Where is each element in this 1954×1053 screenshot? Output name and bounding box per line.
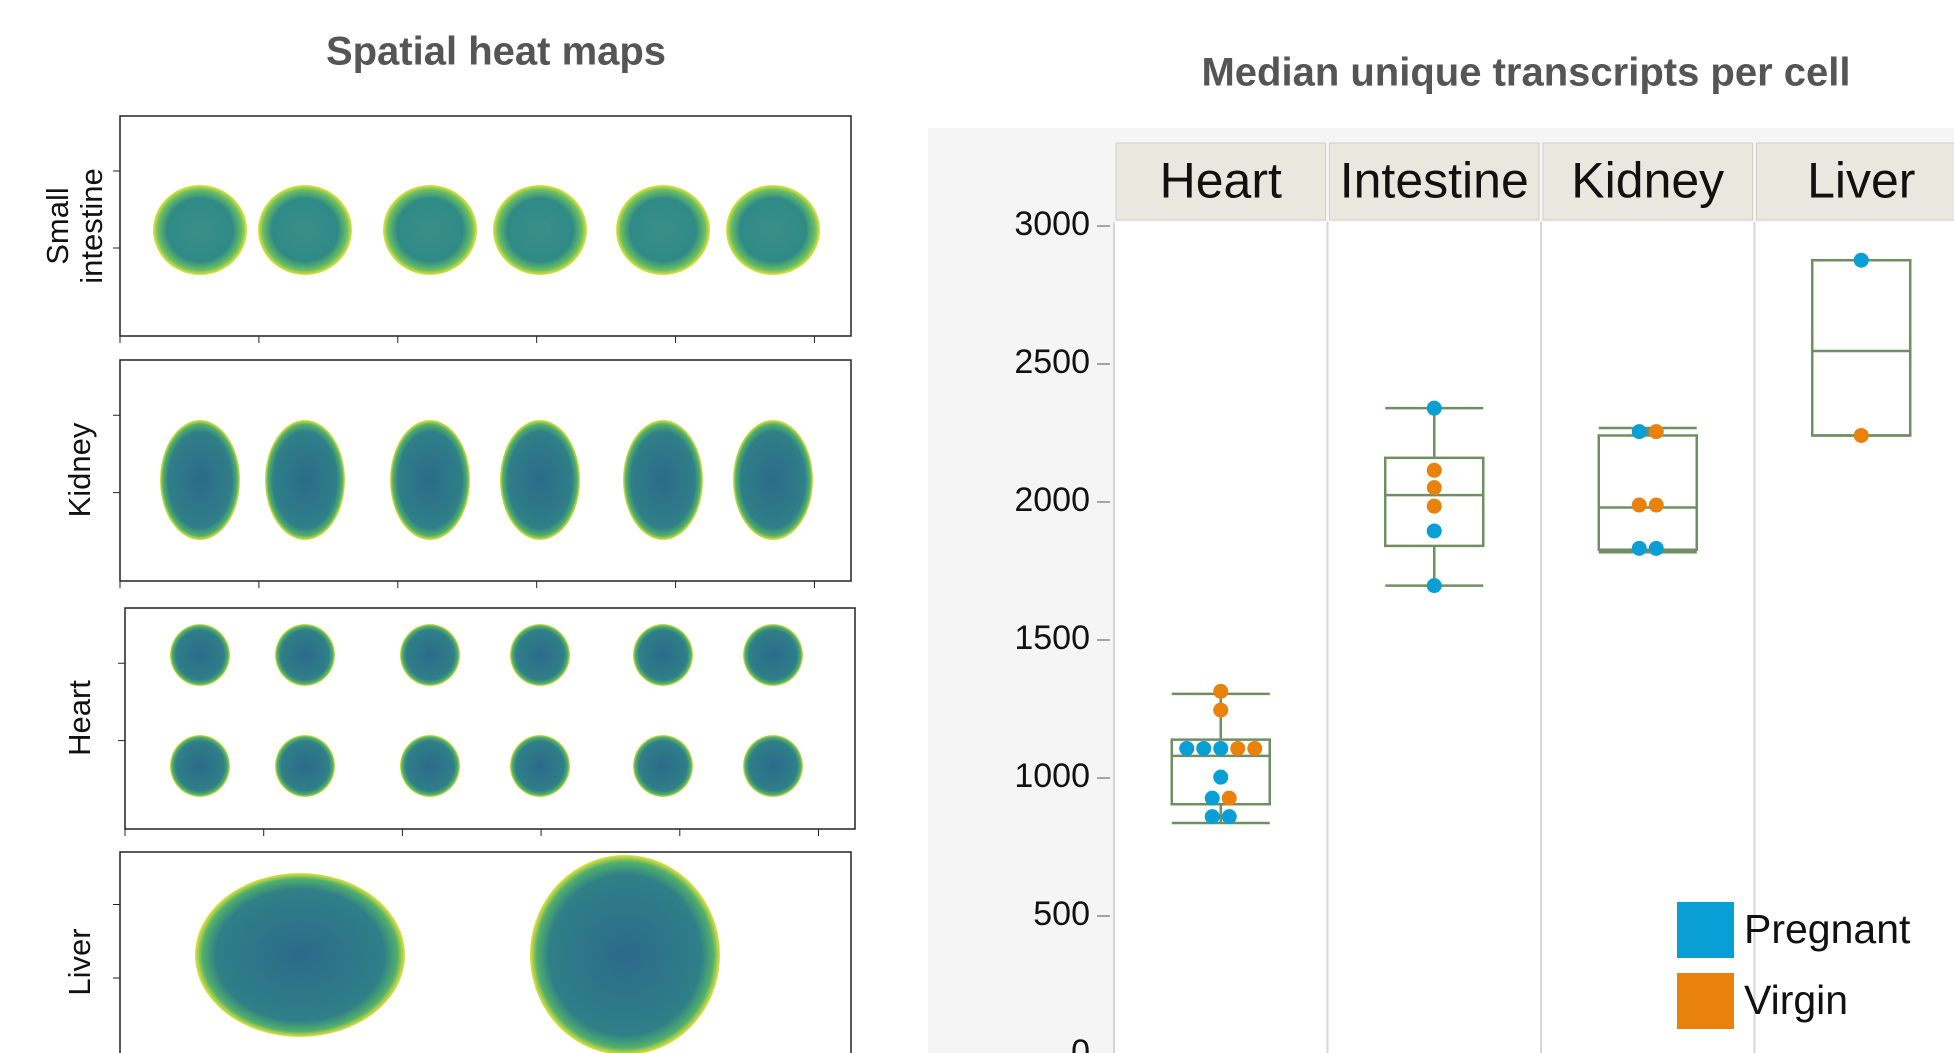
y-tick-label: 1500 — [1014, 619, 1090, 657]
data-point — [1649, 424, 1664, 439]
y-tick-label: 2500 — [1014, 343, 1090, 381]
data-point — [1632, 541, 1647, 556]
right-title: Median unique transcripts per cell — [1201, 51, 1850, 95]
data-point — [1247, 741, 1262, 756]
facet-label: Liver — [1807, 153, 1915, 209]
data-point — [1230, 741, 1245, 756]
facet-label: Kidney — [1571, 153, 1724, 209]
tissue-section — [400, 735, 460, 797]
data-point — [1179, 741, 1194, 756]
tissue-section — [400, 624, 460, 686]
data-point — [1649, 498, 1664, 513]
row-label: Heart — [63, 633, 97, 803]
panel-frame — [125, 608, 855, 829]
tissue-section — [383, 185, 477, 275]
data-point — [1213, 770, 1228, 785]
data-point — [1427, 523, 1442, 538]
data-point — [1854, 428, 1869, 443]
figure: Spatial heat maps Median unique transcri… — [0, 0, 1954, 1053]
data-point — [1632, 498, 1647, 513]
tissue-section — [160, 420, 240, 540]
tissue-section — [390, 420, 470, 540]
data-point — [1427, 578, 1442, 593]
tissue-section — [733, 420, 813, 540]
data-point — [1427, 480, 1442, 495]
tissue-section — [170, 735, 230, 797]
tissue-section — [265, 420, 345, 540]
legend-label: Virgin — [1744, 977, 1848, 1023]
legend-swatch — [1677, 973, 1734, 1029]
tissue-section — [726, 185, 820, 275]
tissue-section — [623, 420, 703, 540]
data-point — [1222, 809, 1237, 824]
y-tick-label: 0 — [1071, 1033, 1090, 1053]
data-point — [1632, 424, 1647, 439]
tissue-section — [510, 624, 570, 686]
tissue-section — [153, 185, 247, 275]
tissue-section — [170, 624, 230, 686]
data-point — [1427, 463, 1442, 478]
row-label: Small intestine — [41, 141, 109, 311]
row-label: Kidney — [63, 385, 97, 555]
left-title: Spatial heat maps — [326, 30, 666, 74]
data-point — [1213, 741, 1228, 756]
tissue-section — [510, 735, 570, 797]
data-point — [1205, 791, 1220, 806]
tissue-section — [633, 624, 693, 686]
data-point — [1649, 541, 1664, 556]
tissue-section — [275, 624, 335, 686]
data-point — [1205, 809, 1220, 824]
y-tick-label: 3000 — [1014, 205, 1090, 243]
page: {"heatmaps": {"title": "Spatial heat map… — [0, 0, 1954, 1053]
data-point — [1854, 253, 1869, 268]
data-point — [1213, 684, 1228, 699]
y-tick-label: 500 — [1033, 895, 1090, 933]
data-point — [1222, 791, 1237, 806]
facet-label: Intestine — [1340, 153, 1529, 209]
tissue-section — [195, 873, 405, 1037]
y-tick-label: 2000 — [1014, 481, 1090, 519]
tissue-section — [500, 420, 580, 540]
tissue-section — [616, 185, 710, 275]
legend-label: Pregnant — [1744, 906, 1911, 952]
tissue-section — [743, 735, 803, 797]
tissue-section — [530, 855, 720, 1053]
tissue-section — [743, 624, 803, 686]
row-label: Liver — [63, 877, 97, 1047]
data-point — [1196, 741, 1211, 756]
tissue-section — [633, 735, 693, 797]
tissue-section — [493, 185, 587, 275]
legend-swatch — [1677, 902, 1734, 958]
data-point — [1213, 703, 1228, 718]
y-tick-label: 1000 — [1014, 757, 1090, 795]
tissue-section — [258, 185, 352, 275]
data-point — [1427, 499, 1442, 514]
tissue-section — [275, 735, 335, 797]
data-point — [1427, 401, 1442, 416]
facet-label: Heart — [1160, 153, 1282, 209]
